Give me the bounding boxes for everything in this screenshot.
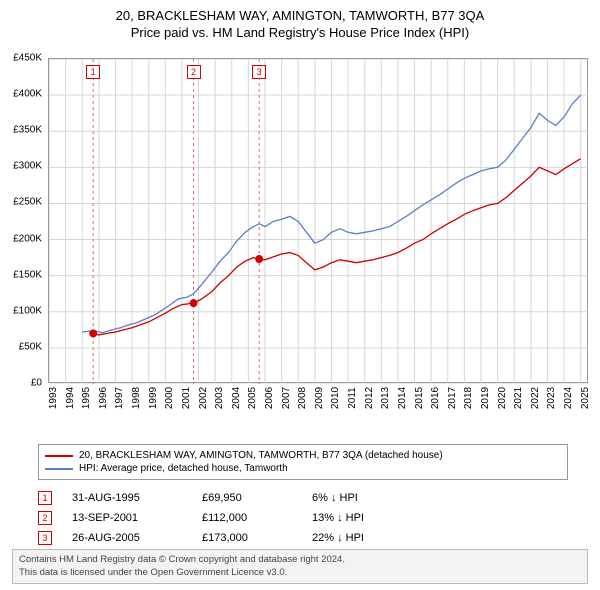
event-row: 3 26-AUG-2005 £173,000 22% ↓ HPI — [38, 528, 568, 548]
x-tick-label: 2002 — [198, 387, 209, 409]
x-tick-label: 2019 — [480, 387, 491, 409]
event-row: 1 31-AUG-1995 £69,950 6% ↓ HPI — [38, 488, 568, 508]
y-tick-label: £50K — [19, 341, 42, 352]
x-tick-label: 2017 — [447, 387, 458, 409]
footer-line-1: Contains HM Land Registry data © Crown c… — [19, 554, 581, 566]
sale-marker-3: 3 — [252, 65, 266, 79]
event-price: £69,950 — [202, 492, 292, 504]
event-date: 31-AUG-1995 — [72, 492, 182, 504]
legend-row: HPI: Average price, detached house, Tamw… — [45, 462, 561, 475]
y-tick-label: £150K — [13, 269, 42, 280]
legend-row: 20, BRACKLESHAM WAY, AMINGTON, TAMWORTH,… — [45, 449, 561, 462]
x-tick-label: 2016 — [430, 387, 441, 409]
legend-label: 20, BRACKLESHAM WAY, AMINGTON, TAMWORTH,… — [79, 450, 443, 461]
sale-marker-2: 2 — [187, 65, 201, 79]
x-tick-label: 2010 — [330, 387, 341, 409]
legend-swatch — [45, 468, 73, 470]
x-tick-label: 2014 — [397, 387, 408, 409]
legend-swatch — [45, 455, 73, 457]
x-tick-label: 2000 — [164, 387, 175, 409]
title-line-1: 20, BRACKLESHAM WAY, AMINGTON, TAMWORTH,… — [0, 8, 600, 23]
x-tick-label: 2021 — [513, 387, 524, 409]
event-marker-box: 1 — [38, 491, 52, 505]
sale-marker-1: 1 — [86, 65, 100, 79]
event-diff: 6% ↓ HPI — [312, 492, 412, 504]
event-diff: 22% ↓ HPI — [312, 532, 412, 544]
x-tick-label: 1997 — [114, 387, 125, 409]
event-price: £112,000 — [202, 512, 292, 524]
y-tick-label: £100K — [13, 305, 42, 316]
x-tick-label: 2004 — [231, 387, 242, 409]
x-tick-label: 2003 — [214, 387, 225, 409]
x-tick-label: 2023 — [546, 387, 557, 409]
title-line-2: Price paid vs. HM Land Registry's House … — [0, 25, 600, 40]
event-date: 13-SEP-2001 — [72, 512, 182, 524]
y-tick-label: £300K — [13, 161, 42, 172]
x-tick-label: 2025 — [580, 387, 591, 409]
x-tick-label: 1994 — [65, 387, 76, 409]
y-tick-label: £400K — [13, 89, 42, 100]
y-tick-label: £450K — [13, 53, 42, 64]
legend: 20, BRACKLESHAM WAY, AMINGTON, TAMWORTH,… — [38, 444, 568, 480]
plot-region: 1 2 3 — [48, 58, 588, 383]
x-tick-label: 2005 — [247, 387, 258, 409]
x-tick-label: 2008 — [297, 387, 308, 409]
event-marker-box: 3 — [38, 531, 52, 545]
footer-attribution: Contains HM Land Registry data © Crown c… — [12, 549, 588, 584]
x-tick-label: 2006 — [264, 387, 275, 409]
event-diff: 13% ↓ HPI — [312, 512, 412, 524]
x-tick-label: 1995 — [81, 387, 92, 409]
x-tick-label: 2001 — [181, 387, 192, 409]
chart-titles: 20, BRACKLESHAM WAY, AMINGTON, TAMWORTH,… — [0, 0, 600, 40]
x-tick-label: 2022 — [530, 387, 541, 409]
x-tick-label: 2009 — [314, 387, 325, 409]
x-tick-label: 1996 — [98, 387, 109, 409]
y-tick-label: £250K — [13, 197, 42, 208]
x-tick-label: 2012 — [364, 387, 375, 409]
chart-area: 123 £0£50K£100K£150K£200K£250K£300K£350K… — [48, 58, 588, 413]
legend-label: HPI: Average price, detached house, Tamw… — [79, 463, 288, 474]
x-tick-label: 2020 — [497, 387, 508, 409]
chart-container: 20, BRACKLESHAM WAY, AMINGTON, TAMWORTH,… — [0, 0, 600, 590]
x-tick-label: 2007 — [281, 387, 292, 409]
y-tick-label: £200K — [13, 233, 42, 244]
y-tick-label: £350K — [13, 125, 42, 136]
event-date: 26-AUG-2005 — [72, 532, 182, 544]
x-tick-label: 2024 — [563, 387, 574, 409]
x-tick-label: 1998 — [131, 387, 142, 409]
x-tick-label: 2011 — [347, 387, 358, 409]
event-table: 1 31-AUG-1995 £69,950 6% ↓ HPI 2 13-SEP-2001 £… — [38, 488, 568, 548]
x-tick-label: 2013 — [380, 387, 391, 409]
plot-svg — [49, 59, 589, 384]
x-tick-label: 1999 — [148, 387, 159, 409]
event-marker-box: 2 — [38, 511, 52, 525]
event-row: 2 13-SEP-2001 £112,000 13% ↓ HPI — [38, 508, 568, 528]
y-tick-label: £0 — [31, 378, 42, 389]
x-tick-label: 2018 — [463, 387, 474, 409]
x-tick-label: 2015 — [414, 387, 425, 409]
x-tick-label: 1993 — [48, 387, 59, 409]
event-price: £173,000 — [202, 532, 292, 544]
footer-line-2: This data is licensed under the Open Gov… — [19, 567, 581, 579]
